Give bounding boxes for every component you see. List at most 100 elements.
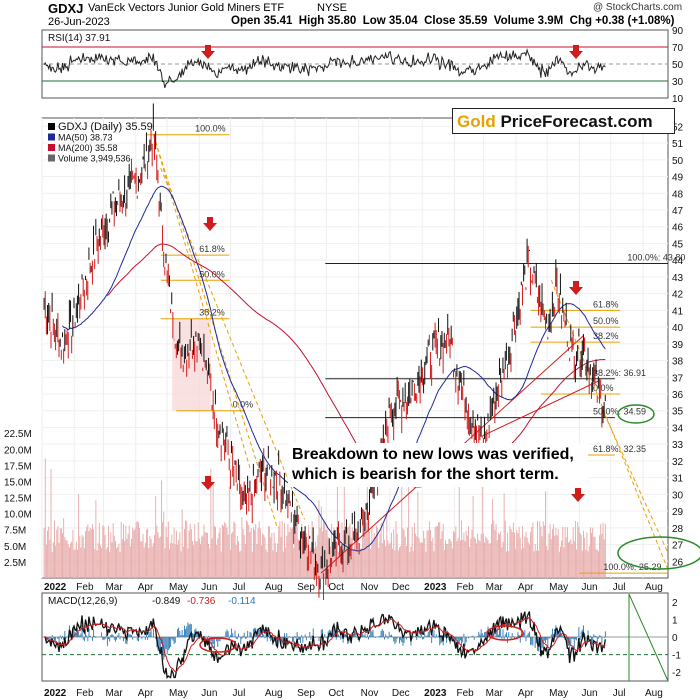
macd-histogram-bar — [570, 637, 572, 645]
macd-histogram-bar — [353, 634, 354, 637]
macd-histogram-bar — [171, 637, 173, 640]
rsi-tick-label: 90 — [672, 26, 684, 37]
volume-bar — [126, 538, 128, 578]
volume-bar — [274, 542, 276, 578]
volume-bar — [101, 547, 103, 578]
volume-bar — [332, 548, 334, 578]
macd-histogram-bar — [386, 636, 388, 637]
macd-histogram-bar — [186, 626, 188, 637]
volume-bar — [136, 521, 138, 578]
ohlc-readout: Open 35.41 High 35.80 Low 35.04 Close 35… — [231, 15, 674, 27]
volume-bar — [434, 526, 436, 578]
volume-bar — [416, 536, 418, 578]
macd-histogram-bar — [374, 637, 376, 638]
macd-histogram-bar — [496, 628, 498, 637]
macd-histogram-bar — [364, 633, 366, 637]
macd-histogram-bar — [282, 637, 284, 643]
volume-bar — [116, 548, 118, 578]
volume-bar — [68, 547, 70, 578]
volume-bar — [164, 548, 166, 578]
volume-bar — [573, 541, 575, 578]
volume-bar — [458, 463, 460, 578]
macd-histogram-bar — [127, 633, 129, 637]
volume-bar — [540, 526, 542, 578]
macd-histogram-bar — [542, 637, 544, 650]
volume-bar — [83, 548, 85, 578]
volume-bar — [426, 530, 428, 578]
logo-gold: Gold — [457, 112, 496, 131]
macd-histogram-bar — [392, 636, 394, 637]
macd-histogram-bar — [547, 637, 549, 648]
macd-histogram-bar — [574, 637, 576, 640]
macd-histogram-bar — [62, 635, 63, 637]
macd-histogram-bar — [55, 637, 57, 642]
volume-bar — [351, 527, 353, 578]
volume-bar — [143, 547, 145, 578]
macd-histogram-bar — [240, 637, 242, 645]
volume-bar — [419, 542, 421, 578]
volume-bar — [581, 550, 583, 578]
macd-histogram-bar — [403, 637, 405, 643]
macd-histogram-bar — [124, 637, 126, 639]
volume-bar — [185, 520, 187, 578]
macd-histogram-bar — [561, 633, 563, 637]
volume-bar — [297, 539, 299, 578]
macd-histogram-bar — [556, 627, 558, 637]
macd-histogram-bar — [227, 631, 229, 637]
macd-histogram-bar — [295, 637, 297, 639]
volume-bar — [59, 528, 61, 578]
macd-histogram-bar — [101, 632, 103, 637]
volume-bar — [538, 550, 540, 578]
volume-bar — [238, 541, 239, 578]
volume-bar — [264, 537, 266, 578]
volume-bar — [519, 537, 521, 578]
volume-bar — [242, 529, 244, 578]
volume-bar — [547, 550, 549, 578]
macd-histogram-bar — [387, 637, 389, 639]
macd-histogram-bar — [111, 633, 113, 637]
macd-histogram-bar — [456, 637, 458, 640]
price-tick-label: 43 — [672, 273, 684, 284]
macd-histogram-bar — [57, 637, 59, 639]
volume-bar — [90, 529, 92, 578]
volume-bar — [440, 538, 442, 578]
macd-histogram-bar — [464, 637, 466, 647]
volume-bar — [177, 544, 178, 578]
volume-bar — [57, 526, 59, 578]
volume-bar — [63, 518, 65, 578]
macd-histogram-bar — [453, 637, 454, 641]
macd-histogram-bar — [79, 635, 81, 637]
macd-histogram-bar — [497, 634, 499, 637]
volume-bar — [378, 547, 380, 578]
macd-histogram-bar — [519, 637, 521, 643]
macd-histogram-bar — [270, 637, 272, 642]
macd-histogram-bar — [472, 635, 474, 637]
macd-histogram-bar — [217, 637, 219, 647]
price-tick-label: 27 — [672, 541, 684, 552]
macd-histogram-bar — [601, 637, 603, 644]
macd-histogram-bar — [93, 629, 95, 637]
macd-histogram-bar — [110, 634, 112, 637]
macd-histogram-bar — [379, 635, 381, 637]
logo-rest: PriceForecast.com — [500, 112, 653, 131]
macd-histogram-bar — [558, 631, 560, 637]
trend-line — [600, 407, 669, 554]
macd-histogram-bar — [80, 633, 82, 637]
volume-bar — [531, 526, 533, 578]
x-tick-label: Jun — [581, 582, 597, 593]
volume-bar — [131, 538, 132, 578]
volume-bar — [282, 551, 284, 578]
macd-histogram-bar — [504, 634, 506, 637]
open-value: 35.41 — [263, 15, 293, 27]
macd-histogram-bar — [63, 637, 65, 640]
macd-histogram-bar — [219, 637, 221, 642]
volume-bar — [284, 523, 285, 578]
volume-bar — [453, 530, 454, 578]
macd-histogram-bar — [431, 637, 433, 644]
price-tick-label: 39 — [672, 340, 684, 351]
volume-bar — [503, 493, 505, 578]
volume-bar — [111, 542, 113, 578]
volume-bar — [197, 522, 199, 578]
volume-bar — [60, 528, 62, 578]
macd-histogram-bar — [583, 625, 584, 637]
